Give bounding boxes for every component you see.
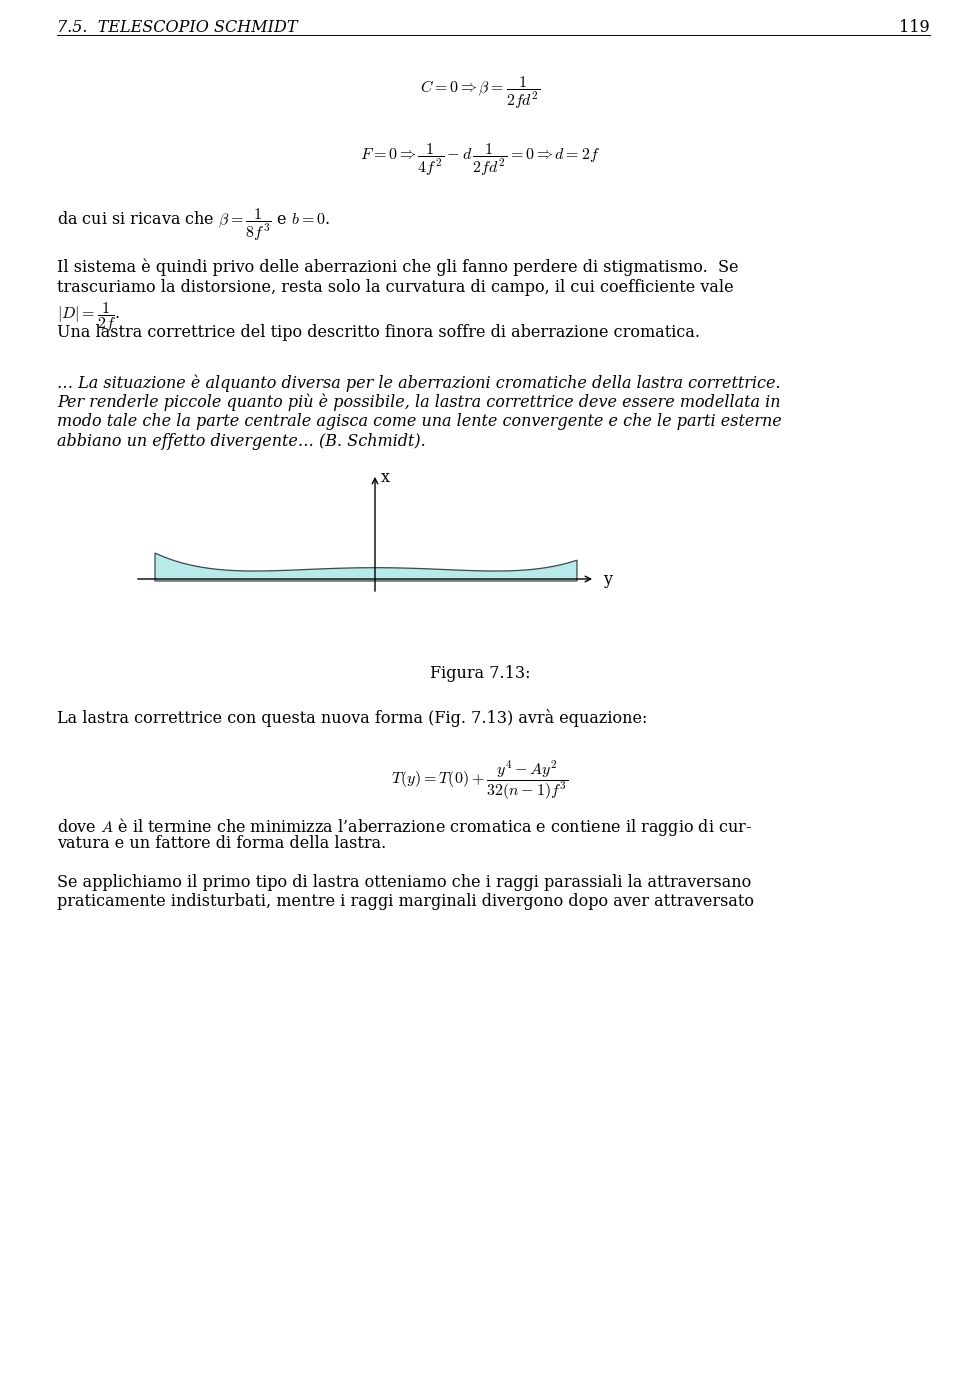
Text: praticamente indisturbati, mentre i raggi marginali divergono dopo aver attraver: praticamente indisturbati, mentre i ragg… <box>57 893 754 911</box>
Text: Figura 7.13:: Figura 7.13: <box>430 665 530 682</box>
Text: $T(y) = T(0) + \dfrac{y^4 - Ay^2}{32(n-1)f^3}$: $T(y) = T(0) + \dfrac{y^4 - Ay^2}{32(n-1… <box>392 758 568 803</box>
Text: … La situazione è alquanto diversa per le aberrazioni cromatiche della lastra co: … La situazione è alquanto diversa per l… <box>57 374 780 392</box>
Polygon shape <box>155 553 577 581</box>
Text: Una lastra correttrice del tipo descritto finora soffre di aberrazione cromatica: Una lastra correttrice del tipo descritt… <box>57 324 700 342</box>
Text: La lastra correttrice con questa nuova forma (Fig. 7.13) avrà equazione:: La lastra correttrice con questa nuova f… <box>57 708 647 726</box>
Text: modo tale che la parte centrale agisca come una lente convergente e che le parti: modo tale che la parte centrale agisca c… <box>57 413 781 431</box>
Text: da cui si ricava che $\beta = \dfrac{1}{8f^3}$ e $b = 0$.: da cui si ricava che $\beta = \dfrac{1}{… <box>57 206 330 243</box>
Text: x: x <box>381 469 390 486</box>
Text: dove $A$ è il termine che minimizza l’aberrazione cromatica e contiene il raggio: dove $A$ è il termine che minimizza l’ab… <box>57 815 752 838</box>
Text: vatura e un fattore di forma della lastra.: vatura e un fattore di forma della lastr… <box>57 836 386 853</box>
Text: y: y <box>603 571 612 588</box>
Text: 7.5.  TELESCOPIO SCHMIDT: 7.5. TELESCOPIO SCHMIDT <box>57 19 298 36</box>
Text: $F = 0 \Rightarrow \dfrac{1}{4f^2} - d\,\dfrac{1}{2fd^2} = 0 \Rightarrow d = 2f$: $F = 0 \Rightarrow \dfrac{1}{4f^2} - d\,… <box>360 142 600 178</box>
Text: Per renderle piccole quanto più è possibile, la lastra correttrice deve essere m: Per renderle piccole quanto più è possib… <box>57 393 780 411</box>
Text: abbiano un effetto divergente… (B. Schmidt).: abbiano un effetto divergente… (B. Schmi… <box>57 432 425 450</box>
Text: $|D| = \dfrac{1}{2f}$.: $|D| = \dfrac{1}{2f}$. <box>57 300 121 333</box>
Text: 119: 119 <box>900 19 930 36</box>
Text: $C = 0 \Rightarrow \beta = \dfrac{1}{2fd^2}$: $C = 0 \Rightarrow \beta = \dfrac{1}{2fd… <box>420 74 540 111</box>
Text: trascuriamo la distorsione, resta solo la curvatura di campo, il cui coefficient: trascuriamo la distorsione, resta solo l… <box>57 279 733 296</box>
Text: Se applichiamo il primo tipo di lastra otteniamo che i raggi parassiali la attra: Se applichiamo il primo tipo di lastra o… <box>57 874 752 890</box>
Text: Il sistema è quindi privo delle aberrazioni che gli fanno perdere di stigmatismo: Il sistema è quindi privo delle aberrazi… <box>57 258 738 276</box>
